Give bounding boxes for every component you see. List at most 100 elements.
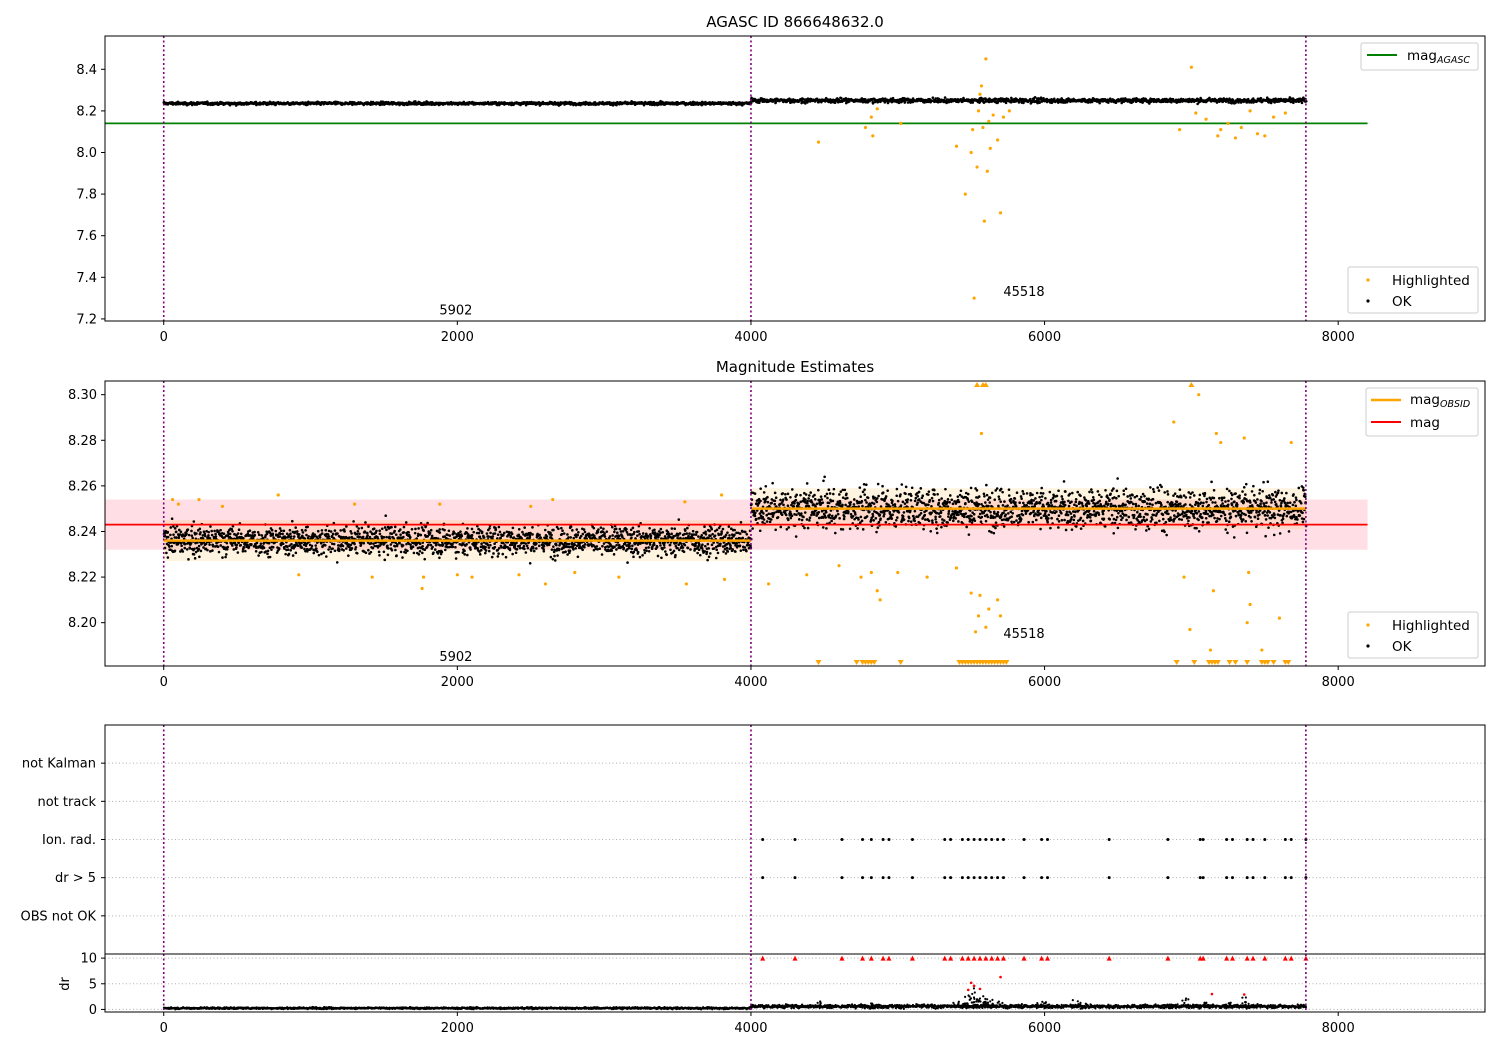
p2-ok-point: [192, 553, 196, 556]
p2-ok-point: [577, 531, 580, 534]
p2-ok-point: [581, 548, 584, 552]
p2-ok-point: [487, 546, 491, 549]
p2-ok-point: [601, 544, 604, 548]
p2-ok-point: [333, 529, 337, 532]
p2-ok-point: [271, 545, 275, 549]
p2-ok-point: [824, 516, 827, 519]
p2-ok-point: [422, 529, 425, 532]
p2-ok-point: [764, 499, 767, 503]
p2-ok-point: [698, 553, 702, 557]
p2-ok-point: [396, 543, 399, 546]
p2-ok-point: [314, 544, 318, 547]
p2-ok-point: [168, 545, 171, 548]
p2-ok-point: [352, 520, 355, 523]
p2-ok-point: [612, 553, 616, 556]
p2-ok-point: [785, 498, 788, 501]
p2-ok-point: [688, 532, 691, 535]
p2-ok-point: [700, 534, 704, 537]
p2-ok-point: [629, 528, 633, 532]
panel-2-title: Magnitude Estimates: [716, 358, 874, 376]
p2-ok-point: [197, 544, 201, 548]
p2-ok-point: [518, 546, 522, 550]
p2-ok-point: [767, 512, 771, 516]
p2-ok-point: [193, 557, 197, 560]
p1-ok-point: [750, 96, 753, 100]
p2-ok-point: [600, 553, 604, 556]
p2-ok-point: [773, 491, 777, 495]
p2-ok-point: [186, 528, 190, 532]
p2-ok-point: [429, 528, 433, 532]
p2-ok-point: [597, 528, 600, 531]
p2-ok-point: [673, 527, 677, 531]
p2-ok-point: [306, 525, 309, 529]
p2-ok-point: [810, 513, 813, 517]
p1-highlighted-point: [988, 146, 992, 150]
p1-highlighted-point: [991, 113, 995, 117]
p2-ok-point: [772, 511, 776, 515]
p2-ok-point: [375, 529, 378, 533]
p2-ok-point: [484, 551, 487, 555]
p2-ok-point: [545, 535, 549, 538]
p2-ok-point: [633, 530, 636, 534]
p2-ok-point: [567, 536, 570, 539]
p2-ok-point: [834, 531, 837, 535]
p2-ok-point: [250, 543, 253, 546]
p2-ok-point: [289, 535, 293, 538]
p2-ok-point: [343, 530, 346, 533]
p2-ok-point: [694, 533, 698, 536]
p2-ok-point: [402, 525, 406, 529]
p2-ok-point: [179, 541, 183, 545]
p2-ok-point: [722, 550, 725, 553]
p2-ok-point: [638, 555, 642, 559]
p2-ok-point: [529, 549, 533, 552]
p2-ok-point: [724, 552, 728, 555]
p2-ok-point: [269, 532, 272, 535]
p2-ok-point: [808, 494, 811, 497]
p2-ok-point: [575, 528, 579, 531]
p2-ok-point: [626, 561, 629, 564]
p2-ok-point: [292, 535, 296, 538]
p1-highlighted-point: [1233, 136, 1238, 140]
p2-ok-point: [342, 549, 345, 552]
p2-ok-point: [630, 547, 634, 551]
p2-ok-point: [715, 528, 719, 532]
p2-ok-point: [841, 496, 845, 499]
p2-ok-point: [348, 545, 351, 549]
p2-ok-point: [378, 532, 382, 536]
p2-ok-point: [466, 527, 469, 530]
p1-ytick-label: 8.0: [76, 146, 97, 161]
p1-highlighted-point: [979, 84, 984, 88]
p2-ok-point: [689, 548, 692, 551]
p1-highlighted-point: [1248, 109, 1252, 113]
p2-ok-point: [331, 547, 334, 550]
p2-ok-point: [404, 521, 408, 524]
p2-ok-point: [318, 536, 322, 539]
p2-ok-point: [488, 526, 491, 530]
panel-1-title: AGASC ID 866648632.0: [706, 13, 884, 31]
p2-ok-point: [790, 514, 794, 518]
p2-ok-point: [222, 532, 226, 536]
p2-ok-point: [787, 526, 791, 529]
p2-ok-point: [789, 495, 792, 499]
p2-ok-point: [322, 551, 326, 555]
p1-xtick-label: 6000: [1028, 330, 1061, 345]
p1-highlighted-point: [998, 211, 1003, 215]
p2-ok-point: [231, 529, 234, 533]
p2-ok-point: [745, 549, 748, 553]
p2-ok-point: [169, 533, 172, 537]
p2-ok-point: [496, 555, 500, 558]
p2-ok-point: [192, 520, 196, 523]
p2-ok-point: [185, 548, 189, 551]
p2-ok-point: [602, 527, 605, 531]
p2-ok-point: [393, 525, 397, 529]
p2-ok-point: [360, 526, 364, 530]
p2-ok-point: [700, 546, 704, 550]
p2-ok-point: [407, 531, 410, 534]
p2-ok-point: [432, 551, 435, 554]
p2-ok-point: [331, 532, 335, 536]
p2-ok-point: [190, 534, 194, 537]
p2-ok-point: [827, 501, 831, 505]
p2-ok-point: [295, 530, 299, 533]
p2-ok-point: [649, 534, 653, 538]
p2-ok-point: [504, 555, 508, 559]
